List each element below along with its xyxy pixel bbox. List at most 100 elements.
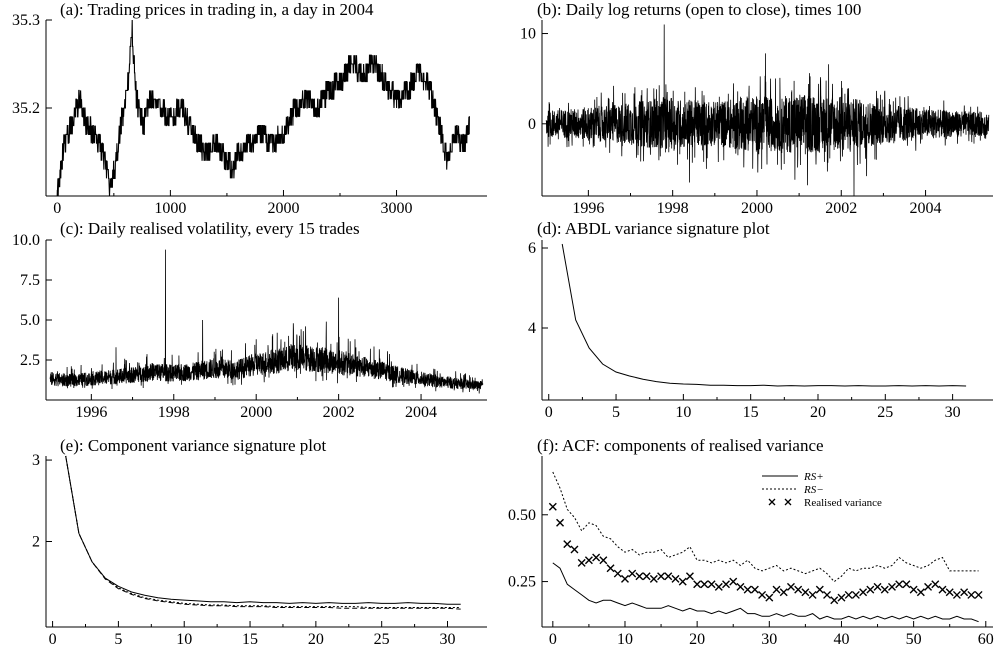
rv-cross-marker — [620, 574, 629, 583]
rv-cross-marker — [866, 585, 875, 594]
panel-a: (a): Trading prices in trading in, a day… — [12, 0, 487, 217]
series-line-1 — [65, 455, 461, 608]
rv-cross-marker — [729, 577, 738, 586]
legend-cross-icon — [784, 498, 792, 506]
y-tick-label: 35.3 — [12, 12, 40, 29]
x-tick-label: 50 — [906, 631, 922, 648]
y-tick-label: 6 — [528, 240, 536, 257]
rv-cross-marker — [693, 580, 702, 589]
x-tick-label: 1996 — [75, 404, 107, 421]
rv-cross-marker — [851, 590, 860, 599]
rv-cross-marker — [664, 572, 673, 581]
rv-cross-marker — [714, 582, 723, 591]
rv-cross-marker — [613, 569, 622, 578]
x-tick-label: 40 — [833, 631, 849, 648]
rv-cross-marker — [873, 582, 882, 591]
x-tick-label: 15 — [242, 631, 258, 648]
series-line-2 — [65, 455, 461, 610]
rv-cross-marker — [556, 518, 565, 527]
legend-label: RS+ — [803, 471, 824, 483]
rv-cross-marker — [960, 588, 969, 597]
y-tick-label: 2 — [32, 534, 40, 551]
y-tick-label: 3 — [32, 452, 40, 469]
series-price-line — [56, 19, 470, 196]
x-tick-label: 10 — [617, 631, 633, 648]
y-tick-label: 0.50 — [508, 507, 536, 524]
rv-cross-marker — [649, 574, 658, 583]
y-tick-label: 2.5 — [20, 352, 40, 369]
x-tick-label: 2002 — [825, 200, 857, 217]
x-tick-label: 1996 — [572, 200, 604, 217]
rv-cross-marker — [750, 585, 759, 594]
rv-cross-marker — [758, 590, 767, 599]
rv-cross-marker — [859, 588, 868, 597]
rv-cross-marker — [700, 580, 709, 589]
x-tick-label: 60 — [978, 631, 994, 648]
rv-cross-marker — [931, 580, 940, 589]
rv-cross-marker — [628, 569, 637, 578]
rv-cross-marker — [765, 593, 774, 602]
x-tick-label: 2004 — [910, 200, 942, 217]
y-tick-label: 35.2 — [12, 100, 40, 117]
panel-b: (b): Daily log returns (open to close), … — [520, 0, 993, 217]
rv-cross-marker — [685, 572, 694, 581]
rv-cross-marker — [909, 585, 918, 594]
legend-cross-icon — [768, 498, 776, 506]
rv-cross-marker — [743, 585, 752, 594]
y-tick-label: 7.5 — [20, 272, 40, 289]
rv-cross-marker — [642, 572, 651, 581]
y-tick-label: 5.0 — [20, 312, 40, 329]
rv-cross-marker — [671, 574, 680, 583]
rv-cross-marker — [599, 556, 608, 565]
panel-title: (a): Trading prices in trading in, a day… — [60, 0, 374, 19]
x-tick-label: 2000 — [240, 404, 272, 421]
rv-cross-marker — [880, 585, 889, 594]
panel-f: (f): ACF: components of realised varianc… — [508, 436, 994, 648]
rv-cross-marker — [837, 593, 846, 602]
rv-cross-marker — [916, 588, 925, 597]
series-line-0 — [561, 243, 967, 387]
y-tick-label: 10.0 — [12, 232, 40, 249]
rv-cross-marker — [563, 540, 572, 549]
rv-cross-marker — [924, 582, 933, 591]
y-tick-label: 0 — [528, 116, 536, 133]
panel-title: (e): Component variance signature plot — [60, 436, 327, 455]
rv-cross-marker — [570, 545, 579, 554]
x-tick-label: 0 — [49, 631, 57, 648]
series-line-0 — [65, 455, 461, 605]
x-tick-label: 2000 — [267, 200, 299, 217]
rv-cross-marker — [887, 582, 896, 591]
rv-cross-marker — [945, 588, 954, 597]
y-tick-label: 10 — [520, 26, 536, 43]
x-tick-label: 5 — [114, 631, 122, 648]
panel-c: (c): Daily realised volatility, every 15… — [12, 219, 487, 421]
legend-label: Realised variance — [804, 497, 882, 509]
rv-cross-marker — [794, 585, 803, 594]
rv-cross-marker — [772, 585, 781, 594]
series-line-1 — [552, 471, 979, 583]
rv-cross-marker — [592, 553, 601, 562]
legend-label: RS− — [803, 484, 824, 496]
x-tick-label: 2002 — [323, 404, 355, 421]
panel-title: (c): Daily realised volatility, every 15… — [60, 219, 360, 238]
panel-title: (f): ACF: components of realised varianc… — [537, 436, 824, 455]
rv-cross-marker — [722, 580, 731, 589]
rv-cross-marker — [707, 580, 716, 589]
x-tick-label: 5 — [612, 404, 620, 421]
rv-cross-marker — [678, 577, 687, 586]
panel-title: (b): Daily log returns (open to close), … — [537, 0, 861, 19]
x-tick-label: 3000 — [381, 200, 413, 217]
rv-cross-marker — [938, 585, 947, 594]
y-tick-label: 4 — [528, 320, 536, 337]
rv-cross-marker — [657, 572, 666, 581]
y-tick-label: 0.25 — [508, 574, 536, 591]
series-line-0 — [552, 562, 979, 623]
x-tick-label: 2000 — [741, 200, 773, 217]
rv-cross-marker — [823, 590, 832, 599]
x-tick-label: 1998 — [158, 404, 190, 421]
rv-cross-marker — [786, 582, 795, 591]
rv-cross-marker — [779, 588, 788, 597]
x-tick-label: 15 — [743, 404, 759, 421]
rv-cross-marker — [815, 585, 824, 594]
